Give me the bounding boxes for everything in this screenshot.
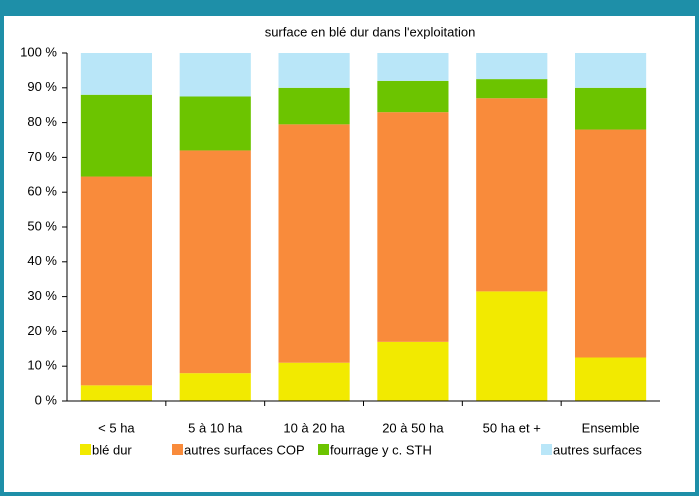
bar-segment: [278, 124, 350, 363]
y-tick-label: 30 %: [27, 288, 57, 303]
bar-segment: [179, 96, 251, 151]
bar-segment: [377, 341, 449, 401]
bar-segment: [575, 87, 647, 130]
legend-label: blé dur: [92, 442, 132, 457]
bar-segment: [80, 176, 152, 386]
y-tick-label: 20 %: [27, 323, 57, 338]
bar-segment: [278, 362, 350, 401]
y-tick-label: 100 %: [20, 44, 57, 59]
bar-segment: [476, 53, 548, 80]
legend-label: autres surfaces COP: [184, 442, 305, 457]
bar-segment: [80, 94, 152, 177]
y-tick-label: 90 %: [27, 79, 57, 94]
x-tick-label: 20 à 50 ha: [382, 420, 444, 435]
bar-segment: [179, 150, 251, 374]
y-tick-label: 40 %: [27, 253, 57, 268]
x-tick-label: 50 ha et +: [483, 420, 541, 435]
bar-segment: [179, 373, 251, 401]
legend-swatch: [80, 444, 91, 455]
y-tick-label: 50 %: [27, 218, 57, 233]
y-tick-label: 0 %: [35, 392, 58, 407]
legend-swatch: [172, 444, 183, 455]
bar-segment: [476, 98, 548, 292]
y-tick-label: 80 %: [27, 114, 57, 129]
bar-segment: [80, 53, 152, 95]
bar-segment: [377, 112, 449, 342]
bar-segment: [377, 80, 449, 113]
bar-segment: [179, 53, 251, 97]
bar-segment: [476, 291, 548, 401]
y-tick-label: 10 %: [27, 358, 57, 373]
bar-segment: [476, 79, 548, 99]
bar-segment: [278, 53, 350, 88]
bar-segment: [575, 357, 647, 401]
bar-segment: [377, 53, 449, 81]
x-tick-label: Ensemble: [582, 420, 640, 435]
bar-segment: [278, 87, 350, 125]
bar-segment: [575, 129, 647, 358]
bar-segment: [80, 385, 152, 401]
bar-segment: [575, 53, 647, 88]
legend-swatch: [541, 444, 552, 455]
chart-title: surface en blé dur dans l'exploitation: [265, 24, 476, 39]
legend-label: fourrage y c. STH: [330, 442, 432, 457]
legend-swatch: [318, 444, 329, 455]
y-tick-label: 60 %: [27, 184, 57, 199]
x-tick-label: 5 à 10 ha: [188, 420, 243, 435]
x-tick-label: < 5 ha: [98, 420, 135, 435]
x-tick-label: 10 à 20 ha: [283, 420, 345, 435]
y-tick-label: 70 %: [27, 149, 57, 164]
legend-label: autres surfaces: [553, 442, 642, 457]
